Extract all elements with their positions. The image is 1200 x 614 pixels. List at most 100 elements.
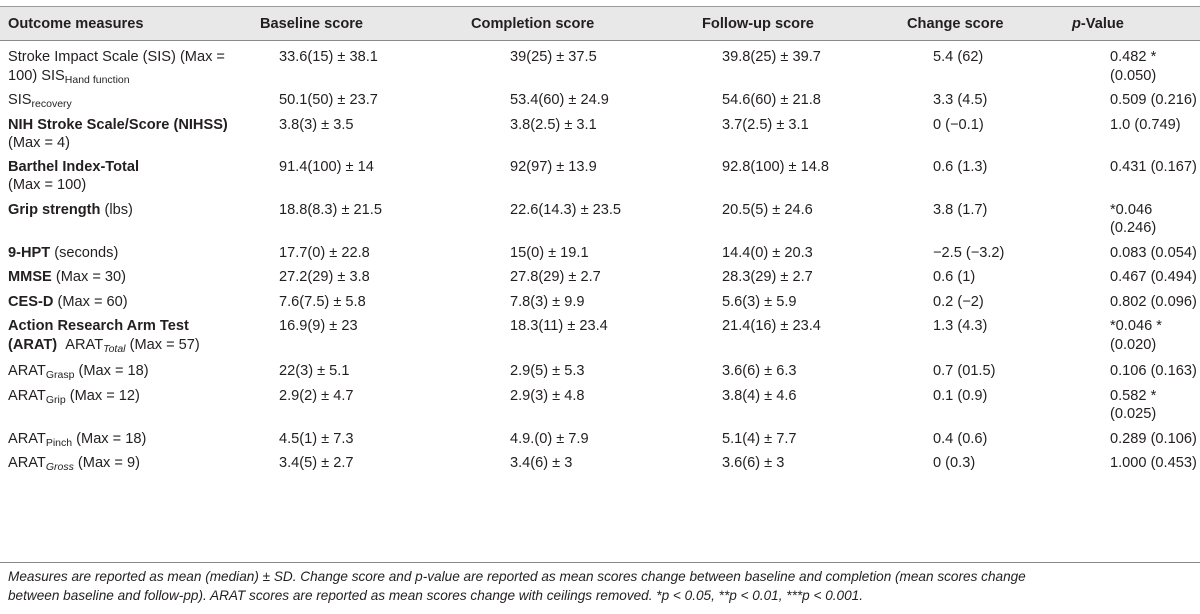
measure-label-max: (Max = 18) (76, 430, 147, 447)
followup-cell: 3.6(6) ± 6.3 (722, 363, 797, 379)
baseline-cell: 3.8(3) ± 3.5 (279, 116, 354, 133)
measure-cell: ARATPinch (Max = 18) (0, 424, 232, 449)
table-row: Barthel Index-Total (Max = 100) 91.4(100)… (0, 153, 1200, 195)
measure-cell: ARATGrip (Max = 12) (0, 381, 232, 424)
baseline-cell: 7.6(7.5) ± 5.8 (279, 293, 366, 310)
change-cell: 0 (0.3) (933, 455, 976, 471)
completion-cell: 4.9.(0) ± 7.9 (510, 430, 589, 447)
measure-cell: CES-D (Max = 60) (0, 287, 232, 312)
table-footnote: Measures are reported as mean (median) ±… (8, 568, 1196, 605)
baseline-cell: 22(3) ± 5.1 (279, 363, 350, 379)
measure-cell: Stroke Impact Scale (SIS) (Max = 100) SI… (0, 41, 232, 86)
table-row: ARATGrasp (Max = 18) 22(3) ± 5.1 2.9(5) … (0, 354, 1200, 381)
pvalue-cell: 0.802 (0.096) (1110, 293, 1197, 310)
followup-cell: 5.1(4) ± 7.7 (722, 430, 797, 447)
pvalue-cell: 0.106 (0.163) (1110, 363, 1197, 379)
measure-cell: SISrecovery (0, 85, 232, 110)
change-cell: 0.7 (01.5) (933, 363, 996, 379)
table-body: Stroke Impact Scale (SIS) (Max = 100) SI… (0, 41, 1200, 473)
completion-cell: 3.4(6) ± 3 (510, 455, 573, 471)
measure-label: (Max = 4) (8, 135, 71, 151)
change-cell: 3.3 (4.5) (933, 92, 988, 108)
measure-label-max: (Max = 57) (129, 336, 200, 353)
table-row: CES-D (Max = 60) 7.6(7.5) ± 5.8 7.8(3) ±… (0, 287, 1200, 312)
pvalue-cell: 0.582 *(0.025) (1110, 387, 1157, 423)
completion-cell: 53.4(60) ± 24.9 (510, 92, 609, 108)
footnote-line-2: between baseline and follow-pp). ARAT sc… (8, 587, 864, 603)
table-row: MMSE (Max = 30) 27.2(29) ± 3.8 27.8(29) … (0, 262, 1200, 287)
change-cell: −2.5 (−3.2) (933, 244, 1005, 261)
baseline-cell: 18.8(8.3) ± 21.5 (279, 201, 382, 218)
change-cell: 0.1 (0.9) (933, 387, 988, 404)
measure-label: (Max = 60) (57, 293, 128, 310)
header-baseline-score: Baseline score (232, 6, 456, 41)
completion-cell: 39(25) ± 37.5 (510, 49, 597, 65)
pvalue-cell: 1.0 (0.749) (1110, 116, 1181, 133)
baseline-cell: 91.4(100) ± 14 (279, 158, 374, 175)
outcome-measures-table: Outcome measures Baseline score Completi… (0, 6, 1200, 473)
baseline-cell: 33.6(15) ± 38.1 (279, 49, 378, 65)
baseline-cell: 50.1(50) ± 23.7 (279, 92, 378, 108)
table-row: NIH Stroke Scale/Score (NIHSS) (Max = 4) … (0, 110, 1200, 153)
measure-label-bold: Action Research Arm Test (ARAT) (8, 318, 189, 353)
measure-label-bold: Barthel Index-Total (8, 158, 140, 175)
measure-cell: MMSE (Max = 30) (0, 262, 232, 287)
measure-subscript: recovery (31, 98, 72, 110)
baseline-cell: 16.9(9) ± 23 (279, 318, 358, 334)
pvalue-cell: 1.000 (0.453) (1110, 455, 1197, 471)
followup-cell: 21.4(16) ± 23.4 (722, 318, 821, 334)
followup-cell: 5.6(3) ± 5.9 (722, 293, 797, 310)
header-followup-score: Follow-up score (672, 6, 873, 41)
completion-cell: 7.8(3) ± 9.9 (510, 293, 585, 310)
measure-label: SIS (8, 92, 32, 108)
baseline-cell: 2.9(2) ± 4.7 (279, 387, 354, 404)
change-cell: 1.3 (4.3) (933, 318, 988, 334)
table-header: Outcome measures Baseline score Completi… (0, 6, 1200, 41)
measure-subscript: Total (103, 342, 126, 355)
completion-cell: 3.8(2.5) ± 3.1 (510, 116, 597, 133)
table-row: SISrecovery 50.1(50) ± 23.7 53.4(60) ± 2… (0, 85, 1200, 110)
footnote-line-1: Measures are reported as mean (median) ±… (8, 569, 1026, 584)
measure-label-bold: 9-HPT (8, 244, 51, 261)
measure-cell: ARATGrasp (Max = 18) (0, 354, 232, 381)
header-p-value: p-Value (1039, 6, 1200, 41)
measure-label-bold: Grip strength (8, 201, 101, 218)
completion-cell: 15(0) ± 19.1 (510, 244, 589, 261)
pvalue-cell: *0.046 (0.246) (1110, 201, 1157, 237)
measure-subscript: Grip (45, 393, 66, 406)
pvalue-cell: 0.431 (0.167) (1110, 158, 1197, 175)
measure-label: (lbs) (104, 201, 133, 218)
measure-label: (seconds) (54, 244, 119, 261)
header-outcome-measures: Outcome measures (0, 6, 232, 41)
measure-subscript: Grasp (45, 369, 75, 381)
measure-label-bold: CES-D (8, 293, 54, 310)
pvalue-cell: 0.289 (0.106) (1110, 430, 1197, 447)
baseline-cell: 3.4(5) ± 2.7 (279, 455, 354, 471)
completion-cell: 2.9(3) ± 4.8 (510, 387, 585, 404)
pvalue-cell: 0.482 *(0.050) (1110, 49, 1157, 84)
baseline-cell: 27.2(29) ± 3.8 (279, 269, 370, 285)
measure-label-max: (Max = 12) (69, 387, 140, 404)
followup-cell: 20.5(5) ± 24.6 (722, 201, 813, 218)
completion-cell: 27.8(29) ± 2.7 (510, 269, 601, 285)
header-change-score: Change score (873, 6, 1039, 41)
measure-cell: Grip strength (lbs) (0, 195, 232, 238)
baseline-cell: 4.5(1) ± 7.3 (279, 430, 354, 447)
measure-cell: 9-HPT (seconds) (0, 238, 232, 263)
change-cell: 0 (−0.1) (933, 116, 984, 133)
change-cell: 0.2 (−2) (933, 293, 984, 310)
header-value-suffix: -Value (1080, 15, 1124, 32)
change-cell: 5.4 (62) (933, 49, 984, 65)
measure-cell: Barthel Index-Total (Max = 100) (0, 153, 232, 195)
baseline-cell: 17.7(0) ± 22.8 (279, 244, 370, 261)
followup-cell: 28.3(29) ± 2.7 (722, 269, 813, 285)
table-row: Stroke Impact Scale (SIS) (Max = 100) SI… (0, 41, 1200, 86)
measure-label-max: (Max = 9) (77, 455, 140, 471)
table-row: ARATGross (Max = 9) 3.4(5) ± 2.7 3.4(6) … (0, 448, 1200, 473)
followup-cell: 3.7(2.5) ± 3.1 (722, 116, 809, 133)
measure-subscript: Pinch (45, 436, 73, 449)
table-row: 9-HPT (seconds) 17.7(0) ± 22.8 15(0) ± 1… (0, 238, 1200, 263)
measure-label: ARAT (8, 363, 46, 379)
change-cell: 3.8 (1.7) (933, 201, 988, 218)
